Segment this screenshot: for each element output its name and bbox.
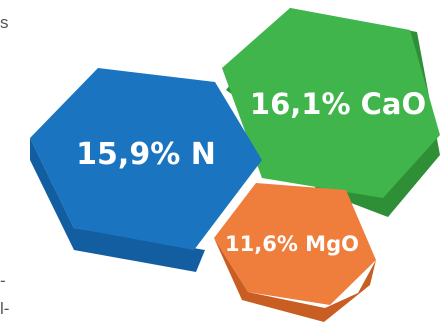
hexagon-mgo-side [214, 238, 376, 322]
hexagon-n-side [30, 138, 205, 272]
hexagon-cao: 16,1% CaO [222, 8, 440, 217]
hexagon-n-label: 15,9% N [76, 137, 216, 172]
hexagon-mgo: 11,6% MgO [214, 183, 376, 322]
hexagon-mgo-label: 11,6% MgO [225, 232, 359, 256]
hexagon-cao-face [222, 8, 440, 198]
hexagon-n-face [30, 68, 262, 250]
hexagon-mgo-face [214, 183, 376, 305]
cropped-text-fragment: s [0, 13, 9, 32]
cropped-text-fragment: - [0, 271, 6, 290]
hexagon-n: 15,9% N [30, 68, 262, 272]
cropped-text-fragment: l- [0, 299, 10, 318]
hexagon-cao-label: 16,1% CaO [250, 87, 426, 121]
